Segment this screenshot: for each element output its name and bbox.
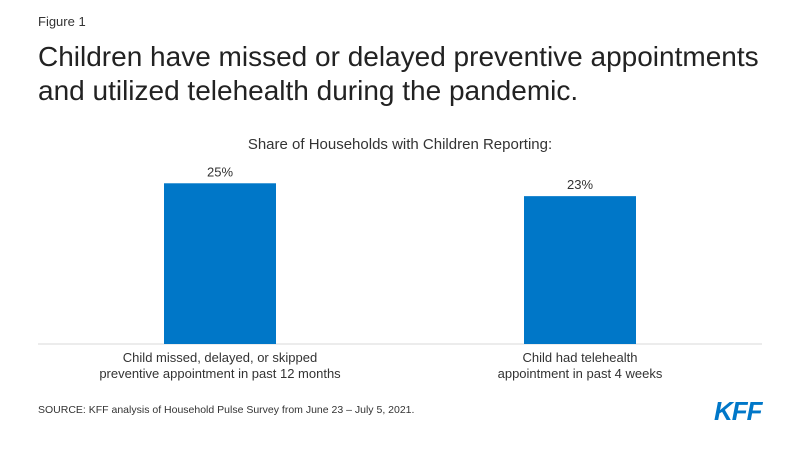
category-label-line: Child had telehealth (523, 350, 638, 365)
figure-label: Figure 1 (38, 14, 86, 29)
bar-2 (524, 196, 636, 344)
data-label-2: 23% (567, 177, 593, 192)
category-label-line: appointment in past 4 weeks (498, 366, 663, 381)
source-note: SOURCE: KFF analysis of Household Pulse … (38, 404, 415, 416)
data-label-1: 25% (207, 164, 233, 179)
category-label-1: Child missed, delayed, or skipped prevent… (99, 350, 341, 381)
category-label-line: preventive appointment in past 12 months (99, 366, 341, 381)
chart-title: Children have missed or delayed preventi… (38, 41, 759, 106)
category-label-2: Child had telehealth appointment in past … (498, 350, 663, 381)
chart-subtitle: Share of Households with Children Report… (247, 136, 553, 153)
category-label-line: Child missed, delayed, or skipped (123, 350, 317, 365)
bar-1 (164, 183, 276, 344)
kff-logo: KFF (714, 396, 763, 426)
